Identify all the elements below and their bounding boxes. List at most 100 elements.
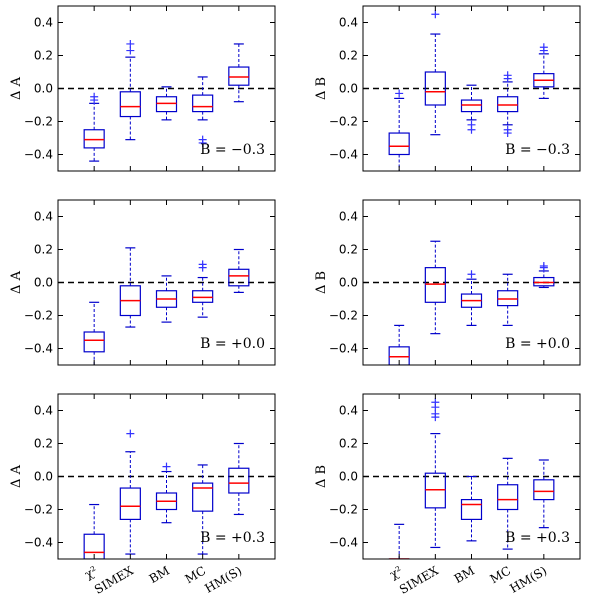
- flier-point: [126, 39, 135, 48]
- panel-plot-area: [58, 247, 275, 365]
- panel-annotation: B = −0.3: [505, 142, 570, 158]
- y-tick-label: −0.4: [24, 148, 53, 162]
- flier-point: [539, 43, 548, 52]
- box-χ²: [83, 503, 105, 559]
- y-tick-label: −0.2: [329, 115, 358, 129]
- x-category-label: SIMEX: [92, 563, 136, 597]
- box-HM(S): [228, 43, 250, 103]
- y-tick-label: 0.0: [34, 82, 53, 96]
- x-category-label: BM: [452, 563, 477, 586]
- y-tick-label: 0.2: [34, 49, 53, 63]
- y-tick-label: 0.4: [339, 16, 358, 30]
- box-iqr: [424, 267, 446, 303]
- box-iqr: [228, 66, 250, 86]
- box-iqr: [119, 487, 141, 520]
- box-HM(S): [228, 442, 250, 516]
- box-SIMEX: [424, 240, 446, 335]
- flier-point: [503, 129, 512, 138]
- box-iqr: [388, 132, 410, 156]
- y-axis-label: Δ A: [9, 464, 24, 488]
- box-BM: [460, 475, 483, 542]
- box-SIMEX: [424, 398, 446, 549]
- flier-point: [198, 260, 207, 269]
- box-MC: [497, 457, 519, 550]
- panel-plot-area: [363, 10, 580, 171]
- box-χ²: [83, 301, 105, 365]
- panel-plot-area: [58, 39, 275, 162]
- y-tick-label: 0.2: [34, 243, 53, 257]
- box-HM(S): [228, 248, 250, 293]
- y-tick-label: −0.2: [24, 115, 53, 129]
- y-tick-label: −0.4: [24, 342, 53, 356]
- y-tick-label: 0.2: [339, 243, 358, 257]
- panel-middle-right: −0.4 −0.2 0.0 0.2 0.4 Δ B B = +0.0: [314, 199, 581, 366]
- flier-point: [126, 429, 135, 438]
- x-category-label: χ²: [82, 563, 100, 581]
- panel-plot-area: [58, 429, 275, 559]
- panel-top-left: −0.4 −0.2 0.0 0.2 0.4 Δ A B = −0.3: [9, 5, 276, 172]
- x-category-label: SIMEX: [397, 563, 441, 597]
- panel-plot-area: [363, 240, 580, 365]
- flier-point: [198, 138, 207, 147]
- y-axis-label: Δ B: [314, 77, 329, 100]
- y-tick-label: −0.4: [329, 536, 358, 550]
- x-category-label: HM(S): [202, 563, 244, 595]
- box-iqr: [497, 484, 519, 511]
- y-tick-label: 0.4: [34, 16, 53, 30]
- box-MC: [192, 464, 214, 555]
- box-iqr: [119, 91, 141, 118]
- box-MC: [192, 260, 214, 318]
- panel-annotation: B = +0.0: [200, 336, 265, 352]
- box-BM: [460, 84, 483, 134]
- panel-annotation: B = +0.3: [200, 530, 265, 546]
- panel-annotation: B = +0.0: [505, 336, 570, 352]
- box-iqr: [192, 94, 214, 113]
- flier-point: [467, 270, 476, 279]
- box-BM: [155, 275, 178, 323]
- x-category-label: χ²: [387, 563, 405, 581]
- y-tick-label: −0.4: [24, 536, 53, 550]
- panel-annotation: B = −0.3: [200, 142, 265, 158]
- panel-annotation: B = +0.3: [505, 530, 570, 546]
- box-iqr: [83, 129, 105, 149]
- panel-middle-left: −0.4 −0.2 0.0 0.2 0.4 Δ A B = +0.0: [9, 199, 276, 366]
- box-iqr: [497, 290, 519, 307]
- y-tick-label: −0.2: [329, 503, 358, 517]
- y-tick-label: 0.4: [339, 210, 358, 224]
- flier-point: [162, 462, 171, 471]
- y-tick-label: 0.4: [34, 210, 53, 224]
- box-SIMEX: [424, 10, 446, 136]
- flier-point: [90, 92, 99, 101]
- box-iqr: [83, 533, 105, 559]
- box-iqr: [388, 346, 410, 365]
- box-SIMEX: [119, 429, 141, 555]
- y-tick-label: 0.0: [34, 276, 53, 290]
- y-tick-label: 0.4: [339, 404, 358, 418]
- box-χ²: [388, 523, 410, 559]
- y-tick-label: −0.2: [329, 309, 358, 323]
- y-tick-label: 0.4: [34, 404, 53, 418]
- box-SIMEX: [119, 247, 141, 328]
- y-tick-label: 0.0: [339, 276, 358, 290]
- box-BM: [155, 86, 178, 121]
- flier-point: [467, 125, 476, 134]
- box-iqr: [533, 276, 555, 287]
- box-BM: [155, 462, 178, 524]
- y-tick-label: 0.2: [339, 437, 358, 451]
- y-tick-label: −0.2: [24, 503, 53, 517]
- y-axis-label: Δ B: [314, 465, 329, 488]
- x-category-label: HM(S): [507, 563, 549, 595]
- y-tick-label: −0.4: [329, 342, 358, 356]
- y-tick-label: 0.0: [34, 470, 53, 484]
- box-iqr: [424, 71, 446, 106]
- box-HM(S): [533, 459, 555, 529]
- box-iqr: [192, 290, 214, 303]
- box-MC: [497, 71, 519, 138]
- box-iqr: [497, 96, 519, 113]
- box-BM: [460, 270, 483, 326]
- box-MC: [497, 273, 519, 326]
- box-χ²: [388, 89, 410, 171]
